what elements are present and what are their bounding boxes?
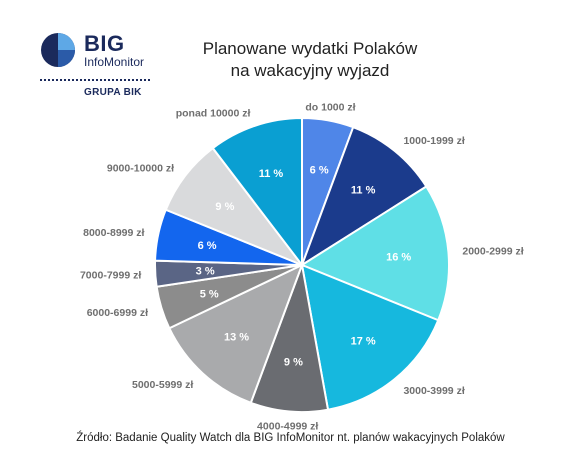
logo-grupa-text: GRUPA BIK <box>84 87 142 98</box>
slice-category-label: 4000-4999 zł <box>257 420 318 432</box>
pie-slice <box>299 185 450 322</box>
pie-slice <box>167 263 304 405</box>
slice-category-label: 8000-8999 zł <box>83 227 144 239</box>
pie-slice <box>300 125 428 268</box>
slice-percent-label: 3 % <box>196 266 215 278</box>
slice-percent-label: 16 % <box>386 251 411 263</box>
slice-percent-label: 11 % <box>351 185 376 197</box>
logo-infomonitor-text: InfoMonitor <box>84 55 145 69</box>
slice-percent-label: 13 % <box>224 332 249 344</box>
chart-title: Planowane wydatki Polaków na wakacyjny w… <box>150 38 470 82</box>
company-logo: BIG InfoMonitor GRUPA BIK <box>40 31 150 106</box>
source-note: Źródło: Badanie Quality Watch dla BIG In… <box>76 432 505 444</box>
big-logo-icon <box>41 33 75 67</box>
slice-category-label: 9000-10000 zł <box>107 162 174 174</box>
slice-category-label: 7000-7999 zł <box>80 270 141 282</box>
slice-category-label: 2000-2999 zł <box>462 246 523 258</box>
slice-category-label: do 1000 zł <box>305 102 355 114</box>
slice-percent-label: 11 % <box>259 168 284 180</box>
pie-slice <box>300 263 440 411</box>
slice-percent-label: 5 % <box>200 288 219 300</box>
chart-title-line-1: Planowane wydatki Polaków <box>202 39 418 58</box>
slice-category-label: 3000-3999 zł <box>403 385 464 397</box>
slice-percent-label: 9 % <box>284 357 303 369</box>
slice-percent-label: 6 % <box>310 165 329 177</box>
slice-category-label: 1000-1999 zł <box>403 135 464 147</box>
slice-percent-label: 17 % <box>351 335 376 347</box>
slice-category-label: ponad 10000 zł <box>176 107 251 119</box>
logo-divider <box>40 79 150 81</box>
slice-category-label: 5000-5999 zł <box>132 379 193 391</box>
pie-slice <box>211 116 303 268</box>
slice-percent-label: 9 % <box>215 201 234 213</box>
chart-title-line-2: na wakacyjny wyjazd <box>230 61 390 80</box>
slice-category-label: 6000-6999 zł <box>87 307 148 319</box>
logo-big-text: BIG <box>84 31 125 56</box>
slice-percent-label: 6 % <box>198 240 217 252</box>
